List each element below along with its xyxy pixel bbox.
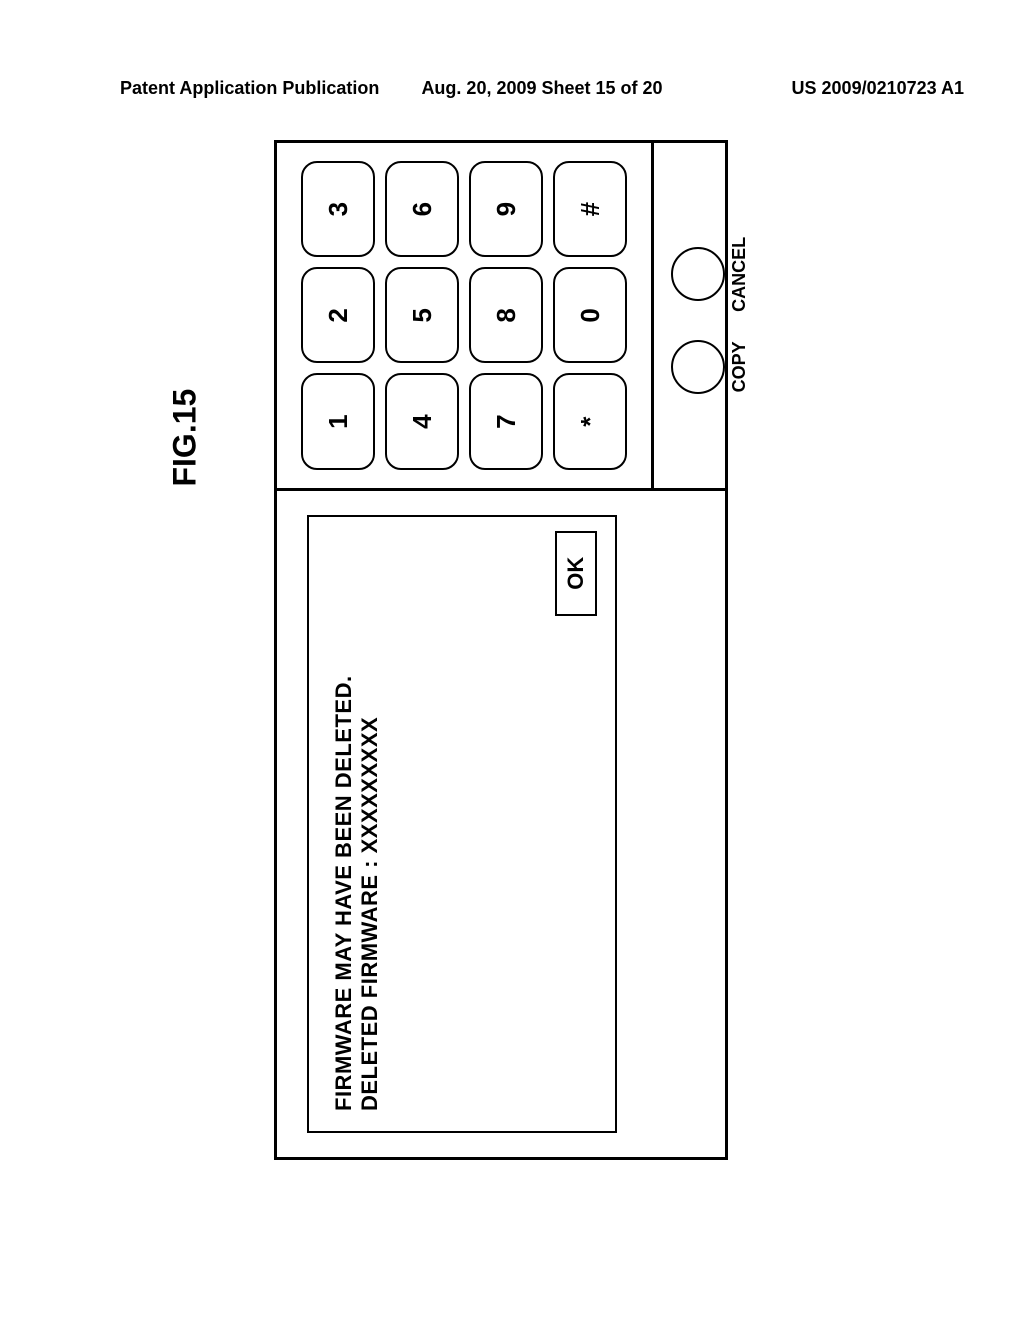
action-row: COPY CANCEL [654,143,766,488]
header-left: Patent Application Publication [120,78,379,99]
copy-circle-icon [671,340,725,394]
cancel-circle-icon [671,247,725,301]
key-star[interactable]: * [553,374,627,470]
key-7[interactable]: 7 [469,374,543,470]
key-9[interactable]: 9 [469,161,543,257]
right-column: 1 2 3 4 5 6 7 8 9 * 0 # COPY CANCEL [277,143,725,488]
copy-button[interactable]: COPY [671,340,750,394]
key-2[interactable]: 2 [301,267,375,363]
key-8[interactable]: 8 [469,267,543,363]
cancel-label: CANCEL [729,237,750,312]
header-right: US 2009/0210723 A1 [792,78,964,99]
header: Patent Application Publication Aug. 20, … [120,78,964,99]
key-4[interactable]: 4 [385,374,459,470]
display-area: FIRMWARE MAY HAVE BEEN DELETED. DELETED … [277,488,725,1157]
key-hash[interactable]: # [553,161,627,257]
display-box: FIRMWARE MAY HAVE BEEN DELETED. DELETED … [307,515,617,1133]
copy-label: COPY [729,341,750,392]
key-5[interactable]: 5 [385,267,459,363]
message-line-2: DELETED FIRMWARE : XXXXXXXXX [357,537,383,1111]
cancel-button[interactable]: CANCEL [671,237,750,312]
message-line-1: FIRMWARE MAY HAVE BEEN DELETED. [331,537,357,1111]
key-0[interactable]: 0 [553,267,627,363]
key-6[interactable]: 6 [385,161,459,257]
key-1[interactable]: 1 [301,374,375,470]
keypad: 1 2 3 4 5 6 7 8 9 * 0 # [277,143,654,488]
header-mid: Aug. 20, 2009 Sheet 15 of 20 [421,78,662,99]
figure-label: FIG.15 [167,389,204,487]
ok-button[interactable]: OK [555,531,597,616]
device-panel: FIRMWARE MAY HAVE BEEN DELETED. DELETED … [274,140,728,1160]
key-3[interactable]: 3 [301,161,375,257]
